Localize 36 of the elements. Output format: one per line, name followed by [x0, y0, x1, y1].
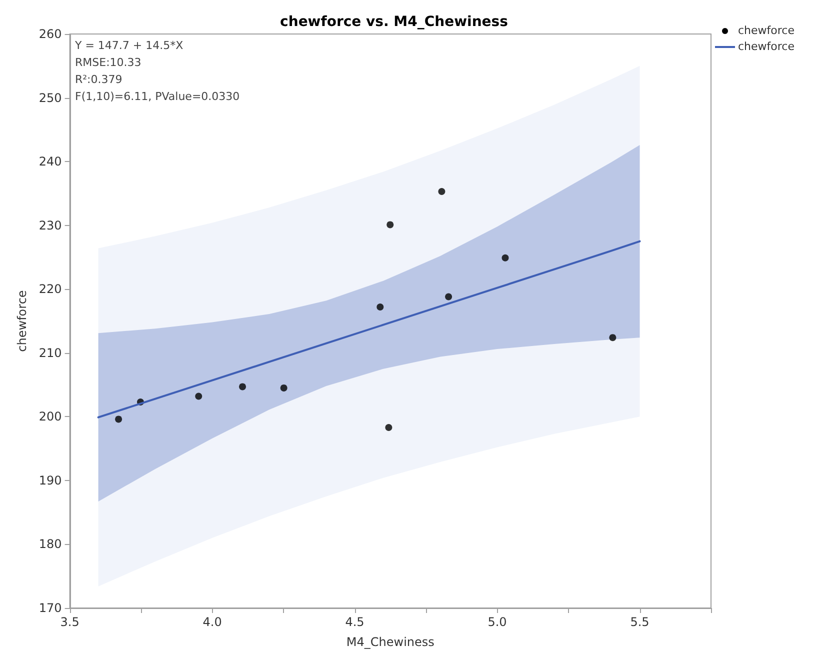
y-tick-label: 210: [38, 346, 62, 360]
point: [280, 384, 288, 392]
x-tick-label: 5.5: [630, 615, 650, 629]
point: [385, 424, 392, 432]
point: [609, 334, 616, 342]
point: [502, 254, 509, 262]
legend-label: chewforce: [738, 24, 795, 37]
y-tick-label: 170: [38, 601, 62, 615]
y-tick-label: 240: [38, 154, 62, 169]
point: [376, 303, 384, 310]
point: [386, 221, 394, 228]
line-series: [97, 240, 641, 418]
y-axis-title: chewforce: [15, 290, 29, 352]
y-tick-label: 180: [38, 537, 62, 552]
y-tick-label: 230: [38, 218, 62, 232]
chart-title: chewforce vs. M4_Chewiness: [280, 14, 508, 30]
legend-label: chewforce: [738, 40, 795, 53]
x-tick-label: 4.5: [345, 615, 364, 629]
x-tick-label: 4.0: [202, 615, 222, 629]
x-tick-label: 5.0: [488, 615, 507, 629]
annotation: RMSE:10.33: [75, 56, 142, 69]
point: [239, 383, 246, 390]
annotation: Y = 147.7 + 14.5*X: [74, 39, 184, 52]
y-tick-label: 190: [38, 473, 62, 488]
y-tick-label: 260: [38, 27, 62, 41]
annotation: R²:0.379: [75, 73, 122, 86]
point: [445, 293, 452, 300]
y-tick-label: 200: [38, 410, 62, 424]
point: [115, 416, 122, 423]
x-axis-title: M4_Chewiness: [346, 635, 434, 649]
point: [195, 392, 202, 400]
x-tick-label: 3.5: [60, 615, 80, 629]
point: [438, 188, 446, 196]
y-tick-label: 220: [38, 282, 62, 296]
annotation: F(1,10)=6.11, PValue=0.0330: [75, 90, 240, 103]
y-tick-label: 250: [38, 90, 62, 105]
